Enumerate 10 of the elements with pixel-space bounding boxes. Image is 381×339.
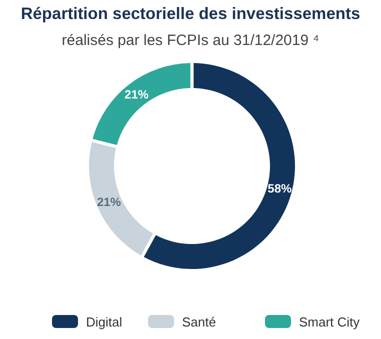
data-label: 58% <box>268 182 292 196</box>
legend-label: Smart City <box>299 314 360 330</box>
donut-slice <box>89 142 154 256</box>
donut-slice <box>92 63 190 146</box>
data-label: 21% <box>96 195 122 210</box>
data-label: 21% <box>124 88 149 102</box>
chart-title: Répartition sectorielle des investissements <box>20 5 360 23</box>
chart-subtitle: réalisés par les FCPIs au 31/12/2019 ⁴ <box>62 32 320 49</box>
legend-label: Santé <box>182 314 216 330</box>
legend-label: Digital <box>86 314 122 330</box>
